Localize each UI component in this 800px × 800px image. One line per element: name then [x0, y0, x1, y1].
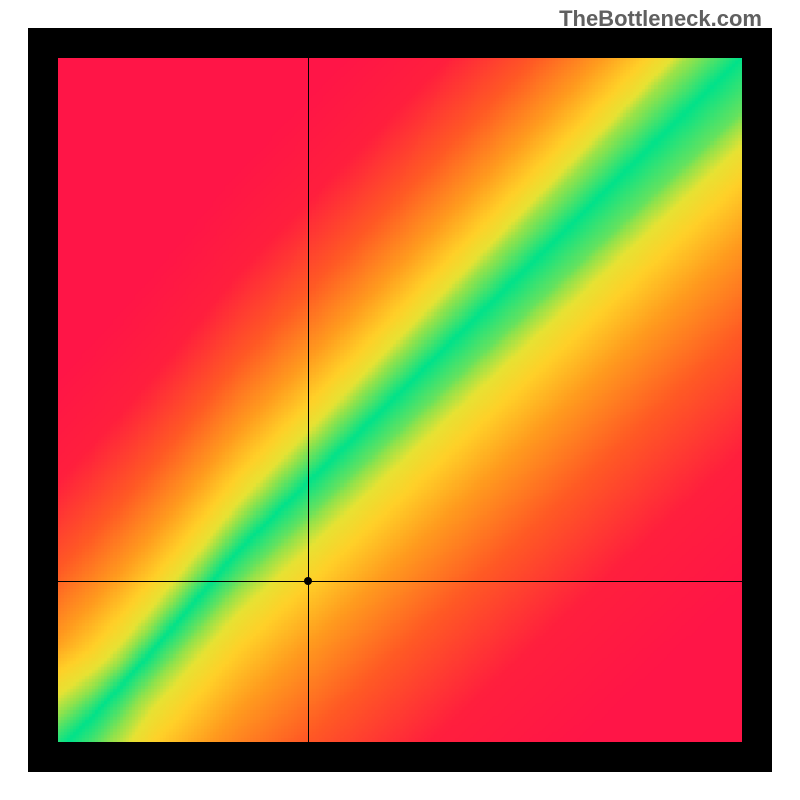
heatmap-plot	[58, 58, 742, 742]
chart-container: TheBottleneck.com	[0, 0, 800, 800]
plot-frame	[28, 28, 772, 772]
crosshair-vertical	[308, 58, 309, 742]
crosshair-marker	[304, 577, 312, 585]
crosshair-horizontal	[58, 581, 742, 582]
watermark-label: TheBottleneck.com	[559, 6, 762, 32]
heatmap-canvas	[58, 58, 742, 742]
